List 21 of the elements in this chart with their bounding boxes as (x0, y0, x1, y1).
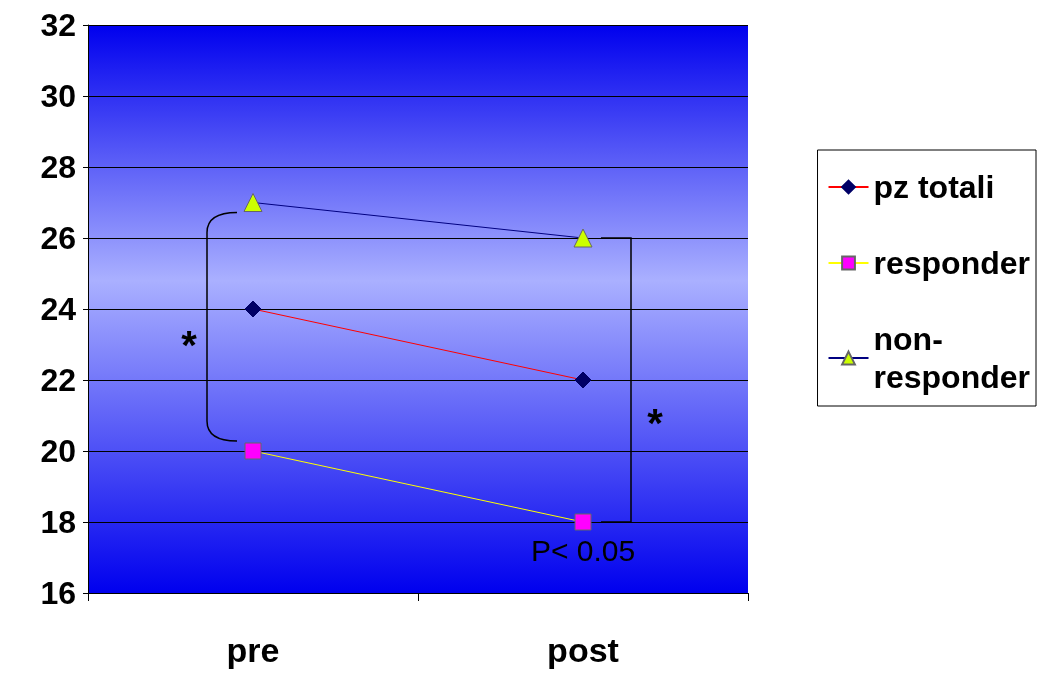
annotation: * (647, 400, 664, 445)
y-tick-label: 28 (40, 149, 76, 185)
y-tick-label: 32 (40, 7, 76, 43)
point (574, 371, 592, 389)
x-tick-label: pre (226, 631, 280, 669)
legend-label: non-responder (873, 321, 1030, 395)
y-tick-label: 20 (40, 433, 76, 469)
y-tick-label: 16 (40, 575, 76, 611)
point (574, 513, 592, 531)
point (244, 442, 262, 460)
legend-label: responder (873, 245, 1030, 281)
y-tick-label: 22 (40, 362, 76, 398)
y-tick-label: 18 (40, 504, 76, 540)
x-tick-label: post (547, 631, 619, 669)
legend-label: pz totali (873, 169, 995, 205)
point (244, 300, 262, 318)
y-tick-label: 24 (40, 291, 77, 327)
y-tick-label: 30 (40, 78, 76, 114)
y-tick-label: 26 (40, 220, 76, 256)
annotation: P< 0.05 (530, 533, 636, 567)
annotation: * (181, 322, 198, 367)
